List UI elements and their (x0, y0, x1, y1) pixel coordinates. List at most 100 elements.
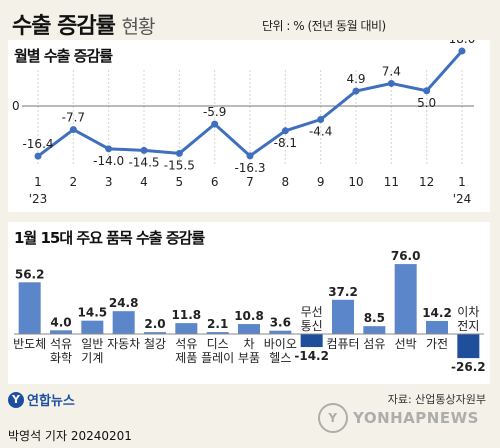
line-data-label: -15.5 (164, 158, 195, 172)
logo-mark-icon: Y (8, 391, 24, 408)
bar-data-label: 11.8 (172, 308, 202, 322)
line-x-tick: 12 (419, 175, 434, 189)
bar-category-label: 가전 (426, 337, 448, 351)
line-data-label: -14.5 (128, 155, 159, 169)
bar-category-label: 차 (243, 337, 254, 351)
bar-category-label: 섬유 (363, 337, 385, 351)
line-point (105, 145, 113, 153)
title-suffix: 현황 (121, 16, 156, 38)
line-data-label: 18.0 (449, 40, 476, 46)
line-x-tick: 1 (34, 175, 42, 189)
line-data-label: 5.0 (417, 96, 436, 110)
bar-category-label: 컴퓨터 (326, 337, 359, 351)
title-main-text: 수출 증감률 (12, 14, 116, 39)
logo-text: 연합뉴스 (27, 394, 75, 409)
line-data-label: 4.9 (346, 72, 365, 86)
bar-data-label: 10.8 (234, 309, 264, 323)
line-x-tick: 10 (348, 175, 363, 189)
line-chart-title: 월별 수출 증감률 (14, 47, 113, 65)
bar-category-label: 통신 (301, 319, 323, 333)
line-point (458, 47, 466, 55)
bar-data-label: -14.2 (294, 349, 329, 363)
bar-data-label: 2.0 (144, 317, 165, 331)
line-point (387, 79, 395, 87)
bar-data-label: -26.2 (451, 360, 486, 374)
bar (206, 332, 229, 334)
line-point (69, 126, 77, 134)
watermark-logo-icon: Y (318, 403, 348, 433)
bar-category-label: 화학 (50, 351, 72, 365)
line-point (317, 116, 325, 123)
line-point (211, 120, 219, 128)
bar-category-label: 제품 (175, 351, 197, 365)
bar-data-label: 14.5 (78, 306, 108, 320)
bar (363, 326, 386, 334)
bar-category-label: 선박 (395, 337, 417, 351)
bar-data-label: 37.2 (328, 285, 358, 299)
watermark-text: YONHAPNEWS (353, 409, 479, 427)
bar-data-label: 4.0 (50, 315, 71, 329)
line-data-label: -14.0 (93, 154, 124, 168)
bar-category-label: 석유 (175, 337, 197, 351)
bar-category-label: 철강 (144, 337, 166, 351)
line-x-tick: 7 (246, 175, 254, 189)
bar (332, 299, 354, 334)
line-chart-panel: 월별 수출 증감률 0 -16.4 -7.7 -14.0 -14.5 -15.5 -5.9 -… (8, 40, 490, 212)
bar-data-label: 76.0 (391, 249, 421, 263)
watermark: Y YONHAPNEWS (318, 403, 479, 433)
bar (238, 324, 260, 334)
bar-category-label: 부품 (238, 351, 260, 365)
bar-data-label: 14.2 (422, 306, 452, 320)
bar (175, 323, 198, 334)
line-data-label: -16.4 (22, 137, 53, 151)
bar-data-label: 56.2 (15, 267, 45, 281)
bar (457, 334, 480, 359)
bar-data-label: 3.6 (270, 316, 291, 330)
line-x-tick: 6 (211, 175, 219, 189)
line-data-label: -4.4 (309, 125, 332, 139)
line-chart: 0 -16.4 -7.7 -14.0 -14.5 -15.5 -5.9 -16.3 -8.1 -4… (12, 40, 476, 206)
line-x-tick: 8 (282, 175, 290, 189)
bar (81, 320, 104, 334)
bar-data-label: 8.5 (364, 311, 385, 325)
line-x-tick: 1 (458, 175, 466, 189)
line-x-sublabel: '23 (29, 192, 48, 206)
line-data-label: -5.9 (203, 105, 226, 119)
bar (269, 330, 292, 334)
bar-category-label: 일반 (81, 337, 103, 351)
bar-category-label: 전지 (457, 319, 479, 333)
line-x-sublabel: '24 (453, 192, 472, 206)
bar-data-label: 2.1 (207, 317, 228, 331)
line-data-label: -16.3 (234, 161, 265, 175)
unit-label: 단위 : % (전년 동월 대비) (262, 19, 386, 33)
byline: 박영석 기자 20240201 (8, 429, 132, 443)
line-data-label: -8.1 (274, 136, 297, 150)
bar (112, 311, 135, 334)
line-point (281, 127, 289, 135)
bar-category-label: 기계 (81, 351, 103, 365)
yonhap-logo: Y 연합뉴스 (8, 390, 75, 409)
bar-category-label: 반도체 (13, 337, 46, 351)
line-data-label: -7.7 (62, 111, 85, 125)
bar (50, 330, 72, 334)
line-x-tick: 9 (317, 175, 325, 189)
line-point (423, 87, 431, 95)
line-x-tick: 11 (384, 175, 399, 189)
bar-chart-title: 1월 15대 주요 품목 수출 증감률 (14, 229, 205, 247)
bar (18, 282, 41, 334)
bar-category-label: 이차 (457, 305, 479, 319)
line-point (34, 152, 42, 160)
line-x-tick: 4 (140, 175, 148, 189)
line-data-label: 7.4 (382, 64, 401, 78)
bar (426, 320, 448, 334)
bar-category-label: 플레이 (201, 351, 234, 365)
bar-category-label: 석유 (50, 337, 72, 351)
line-point (175, 149, 183, 157)
bar-category-label: 헬스 (269, 351, 291, 365)
page-title: 수출 증감률 현황 (12, 8, 156, 40)
line-x-tick: 5 (176, 175, 184, 189)
line-point (140, 146, 148, 154)
bar (300, 334, 323, 348)
